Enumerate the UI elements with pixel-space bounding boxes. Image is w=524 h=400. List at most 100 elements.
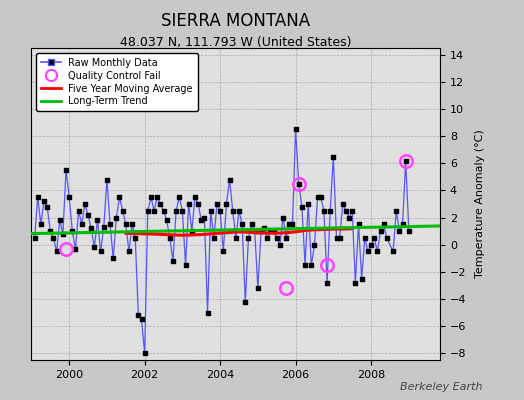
- Point: [225, 176, 234, 183]
- Point: [219, 248, 227, 255]
- Point: [269, 228, 278, 234]
- Point: [175, 194, 183, 200]
- Point: [112, 214, 121, 221]
- Point: [395, 228, 403, 234]
- Point: [301, 262, 309, 268]
- Point: [188, 228, 196, 234]
- Point: [115, 194, 124, 200]
- Point: [191, 194, 199, 200]
- Point: [247, 221, 256, 228]
- Point: [351, 280, 359, 286]
- Point: [216, 208, 224, 214]
- Point: [197, 217, 205, 224]
- Point: [401, 157, 410, 164]
- Point: [298, 204, 306, 210]
- Point: [106, 221, 114, 228]
- Point: [34, 194, 42, 200]
- Point: [37, 221, 45, 228]
- Point: [78, 221, 86, 228]
- Point: [46, 228, 54, 234]
- Y-axis label: Temperature Anomaly (°C): Temperature Anomaly (°C): [475, 130, 485, 278]
- Point: [335, 235, 344, 241]
- Point: [194, 201, 202, 207]
- Point: [260, 225, 268, 232]
- Point: [241, 298, 249, 305]
- Point: [304, 201, 312, 207]
- Legend: Raw Monthly Data, Quality Control Fail, Five Year Moving Average, Long-Term Tren: Raw Monthly Data, Quality Control Fail, …: [36, 53, 198, 111]
- Point: [376, 228, 385, 234]
- Point: [140, 350, 149, 356]
- Point: [131, 235, 139, 241]
- Point: [313, 194, 322, 200]
- Point: [103, 176, 111, 183]
- Point: [62, 167, 70, 173]
- Point: [339, 201, 347, 207]
- Point: [178, 208, 187, 214]
- Point: [203, 309, 212, 316]
- Point: [166, 235, 174, 241]
- Text: Berkeley Earth: Berkeley Earth: [400, 382, 482, 392]
- Point: [307, 262, 315, 268]
- Point: [323, 280, 331, 286]
- Point: [210, 235, 218, 241]
- Point: [147, 194, 155, 200]
- Point: [81, 201, 89, 207]
- Point: [357, 276, 366, 282]
- Point: [235, 208, 243, 214]
- Point: [392, 208, 400, 214]
- Point: [137, 316, 146, 322]
- Point: [169, 258, 177, 264]
- Point: [282, 235, 290, 241]
- Point: [348, 208, 356, 214]
- Point: [59, 231, 67, 237]
- Point: [320, 208, 328, 214]
- Point: [128, 221, 136, 228]
- Point: [65, 194, 73, 200]
- Point: [30, 235, 39, 241]
- Point: [84, 212, 92, 218]
- Point: [361, 235, 369, 241]
- Point: [291, 126, 300, 132]
- Point: [326, 208, 334, 214]
- Point: [222, 201, 231, 207]
- Point: [232, 235, 240, 241]
- Point: [329, 153, 337, 160]
- Point: [144, 208, 152, 214]
- Point: [87, 225, 95, 232]
- Point: [288, 221, 297, 228]
- Point: [228, 208, 237, 214]
- Point: [52, 248, 61, 255]
- Point: [370, 235, 378, 241]
- Point: [49, 235, 58, 241]
- Point: [150, 208, 158, 214]
- Point: [109, 255, 117, 262]
- Point: [316, 194, 325, 200]
- Point: [181, 262, 190, 268]
- Point: [184, 201, 193, 207]
- Point: [250, 228, 259, 234]
- Point: [71, 246, 80, 252]
- Point: [118, 208, 127, 214]
- Point: [254, 285, 262, 291]
- Point: [93, 217, 102, 224]
- Point: [100, 224, 108, 230]
- Point: [244, 235, 253, 241]
- Point: [276, 242, 284, 248]
- Point: [213, 201, 221, 207]
- Point: [96, 248, 105, 255]
- Point: [405, 228, 413, 234]
- Point: [310, 242, 319, 248]
- Point: [345, 214, 353, 221]
- Point: [332, 235, 341, 241]
- Point: [74, 208, 83, 214]
- Point: [90, 244, 99, 251]
- Point: [285, 221, 293, 228]
- Point: [342, 208, 350, 214]
- Point: [379, 221, 388, 228]
- Point: [134, 312, 143, 318]
- Point: [159, 208, 168, 214]
- Point: [398, 221, 407, 228]
- Point: [172, 208, 180, 214]
- Point: [263, 235, 271, 241]
- Point: [206, 208, 215, 214]
